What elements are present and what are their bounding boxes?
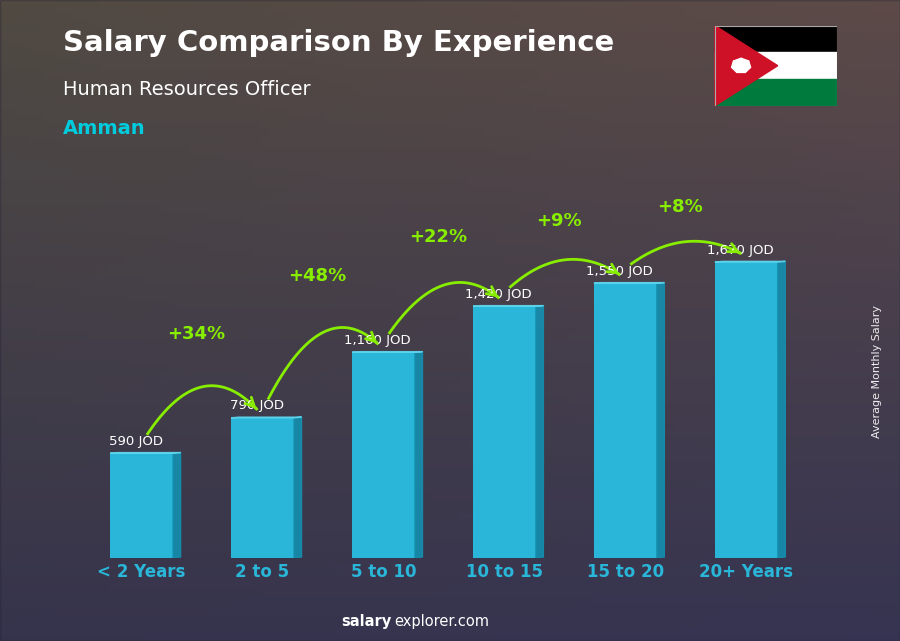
Polygon shape (732, 58, 751, 72)
Text: Average Monthly Salary: Average Monthly Salary (872, 305, 883, 438)
Text: Amman: Amman (63, 119, 146, 138)
Bar (594, 283, 657, 558)
Text: +48%: +48% (288, 267, 346, 285)
Text: +8%: +8% (657, 198, 703, 216)
Polygon shape (657, 283, 664, 558)
Text: +34%: +34% (167, 326, 225, 344)
Polygon shape (294, 417, 302, 558)
Bar (231, 418, 294, 558)
Text: 1,420 JOD: 1,420 JOD (465, 288, 532, 301)
Text: 790 JOD: 790 JOD (230, 399, 284, 413)
Bar (352, 353, 415, 558)
Polygon shape (732, 58, 751, 72)
Polygon shape (715, 26, 778, 106)
Polygon shape (536, 306, 544, 558)
Polygon shape (173, 453, 181, 558)
Text: Human Resources Officer: Human Resources Officer (63, 80, 310, 99)
Bar (715, 79, 837, 106)
Text: explorer.com: explorer.com (394, 615, 490, 629)
Text: +22%: +22% (409, 228, 467, 246)
Polygon shape (415, 352, 422, 558)
Text: 1,670 JOD: 1,670 JOD (706, 244, 774, 256)
Bar (110, 453, 173, 558)
Text: 1,160 JOD: 1,160 JOD (344, 334, 410, 347)
Bar (473, 306, 536, 558)
Bar (715, 26, 837, 106)
Text: Salary Comparison By Experience: Salary Comparison By Experience (63, 29, 614, 57)
Text: 1,550 JOD: 1,550 JOD (586, 265, 652, 278)
Polygon shape (352, 352, 422, 353)
Bar (715, 26, 837, 53)
Text: 590 JOD: 590 JOD (109, 435, 163, 448)
Bar (715, 53, 837, 79)
Polygon shape (778, 262, 786, 558)
Polygon shape (231, 417, 302, 418)
Text: salary: salary (341, 615, 392, 629)
Bar (715, 262, 778, 558)
Text: +9%: +9% (536, 212, 581, 230)
